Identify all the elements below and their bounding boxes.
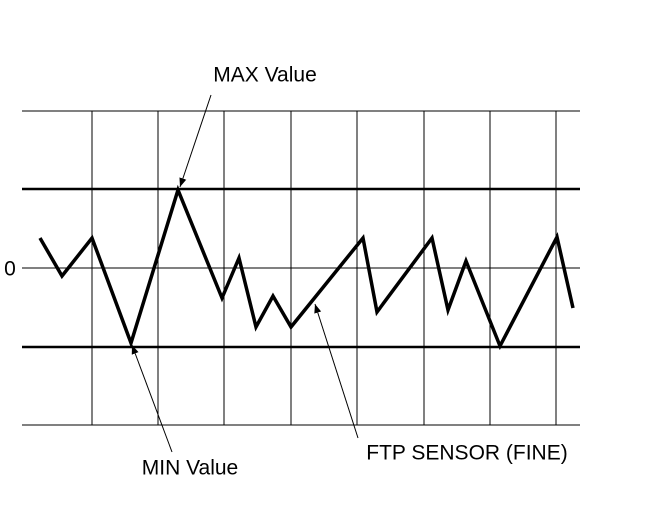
waveform bbox=[38, 184, 575, 351]
zero-label: 0 bbox=[4, 258, 16, 281]
max-label: MAX Value bbox=[213, 64, 317, 87]
min-label: MIN Value bbox=[142, 457, 238, 480]
sensor-leader bbox=[314, 303, 359, 439]
max-leader bbox=[179, 94, 212, 188]
min-leader bbox=[131, 344, 173, 453]
sensor-label: FTP SENSOR (FINE) bbox=[366, 442, 567, 465]
grid bbox=[22, 110, 580, 426]
